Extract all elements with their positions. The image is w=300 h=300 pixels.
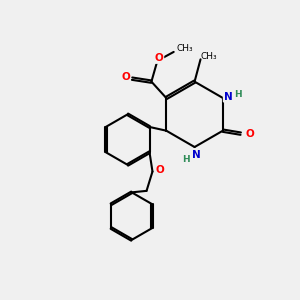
Text: N: N — [192, 150, 200, 161]
Text: O: O — [154, 53, 163, 63]
Text: O: O — [121, 72, 130, 82]
Text: O: O — [155, 165, 164, 175]
Text: CH₃: CH₃ — [200, 52, 217, 61]
Text: N: N — [224, 92, 233, 101]
Text: CH₃: CH₃ — [177, 44, 193, 53]
Text: H: H — [182, 155, 190, 164]
Text: H: H — [235, 90, 242, 99]
Text: O: O — [245, 129, 254, 139]
